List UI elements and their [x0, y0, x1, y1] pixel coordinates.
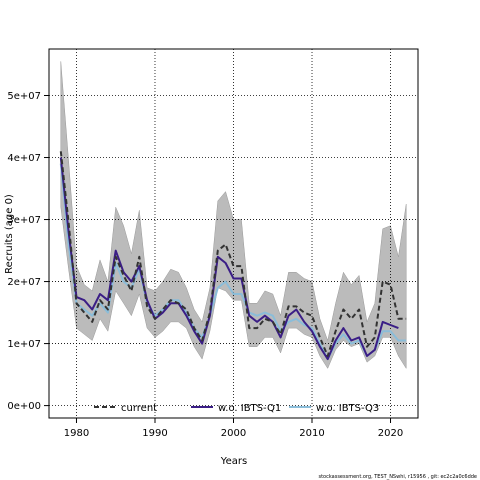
y-tick-label: 2e+07	[7, 277, 41, 288]
axis-layer: 1980 1990 2000 2010 2020 0e+00 1e+07 2e+07 3e+07…	[7, 91, 403, 439]
footer-note: stockassessment.org, TEST_NSwhi, r15956 …	[318, 474, 477, 480]
confidence-band	[60, 61, 407, 370]
series-line-w-o-ibts-q1	[59, 157, 399, 361]
x-tick-label: 2000	[221, 428, 246, 439]
y-tick-label: 4e+07	[7, 153, 41, 164]
legend-label: current	[121, 403, 157, 414]
confidence-band-layer	[60, 61, 407, 370]
x-tick-label: 1980	[64, 428, 89, 439]
x-axis-title: Years	[220, 456, 247, 467]
legend: current w.o. IBTS-Q1 w.o. IBTS-Q3	[94, 403, 379, 414]
series-layer	[59, 151, 407, 361]
x-tick-label: 2010	[299, 428, 324, 439]
y-tick-label: 3e+07	[7, 215, 41, 226]
x-tick-label: 2020	[378, 428, 403, 439]
y-tick-label: 0e+00	[7, 401, 41, 412]
y-tick-label: 1e+07	[7, 339, 41, 350]
legend-label: w.o. IBTS-Q3	[316, 403, 379, 414]
series-line-current	[59, 151, 407, 357]
y-tick-label: 5e+07	[7, 91, 41, 102]
x-tick-label: 1990	[142, 428, 167, 439]
legend-label: w.o. IBTS-Q1	[218, 403, 281, 414]
y-axis-title: Recruits (age 0)	[4, 194, 15, 274]
series-line-w-o-ibts-q3	[59, 163, 407, 361]
